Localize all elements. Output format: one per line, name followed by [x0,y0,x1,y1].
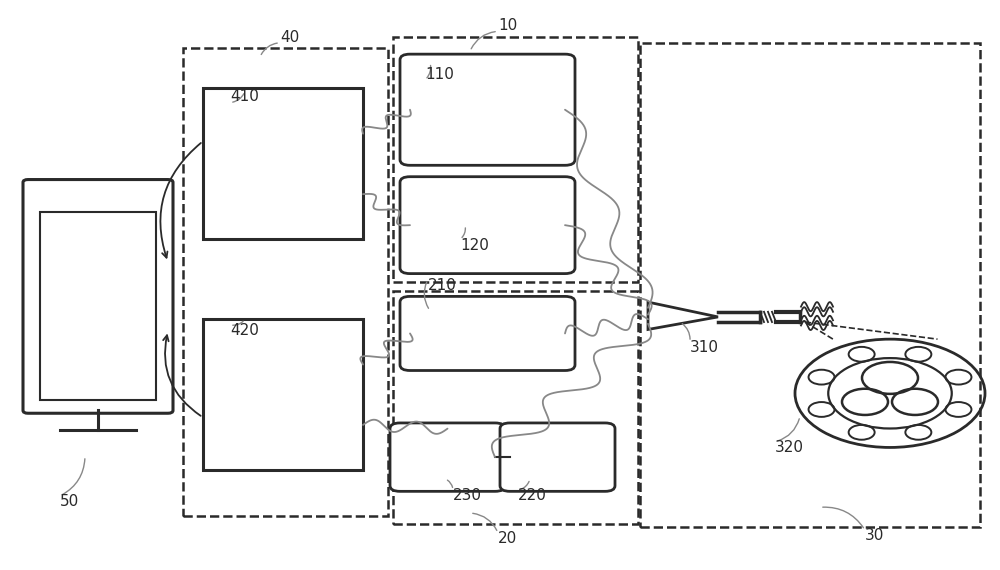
Text: 120: 120 [460,238,489,253]
Text: 50: 50 [60,494,79,509]
Text: 420: 420 [230,323,259,338]
FancyBboxPatch shape [400,177,575,274]
Text: 220: 220 [518,488,547,503]
FancyBboxPatch shape [400,54,575,165]
Text: 310: 310 [690,340,719,355]
Bar [40,212,156,400]
Text: 30: 30 [865,528,884,543]
Text: 40: 40 [280,30,299,44]
Polygon shape [648,302,718,329]
Text: 10: 10 [498,18,517,33]
Text: 210: 210 [428,278,457,292]
Bar [203,88,363,239]
Text: 320: 320 [775,440,804,455]
Text: 410: 410 [230,89,259,104]
FancyBboxPatch shape [390,423,505,491]
Bar [203,319,363,470]
FancyBboxPatch shape [400,296,575,371]
Text: 110: 110 [425,67,454,82]
Text: 20: 20 [498,531,517,546]
FancyBboxPatch shape [23,180,173,413]
FancyBboxPatch shape [500,423,615,491]
Text: 230: 230 [453,488,482,503]
